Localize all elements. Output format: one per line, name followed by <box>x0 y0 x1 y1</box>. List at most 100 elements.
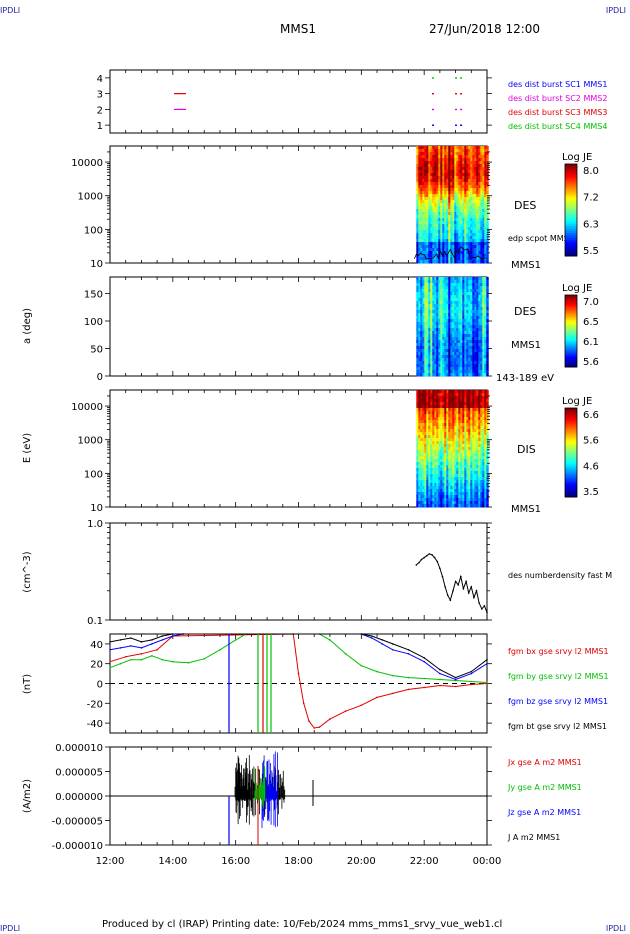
des-energy-heatmap-cell <box>418 218 421 222</box>
dis-energy-heatmap-cell <box>484 429 487 433</box>
des-energy-heatmap-cell <box>444 209 447 213</box>
des-energy-heatmap-cell <box>468 218 471 222</box>
des-energy-heatmap-cell <box>430 248 433 252</box>
des-pitch-heatmap-cell <box>468 349 471 353</box>
des-pitch-heatmap-cell <box>420 367 423 371</box>
dis-energy-heatmap-cell <box>428 468 431 472</box>
des-pitch-heatmap-cell <box>434 367 437 371</box>
des-pitch-heatmap-cell <box>458 340 461 344</box>
dis-energy-heatmap-cell <box>436 453 439 457</box>
des-energy-heatmap-cell <box>446 191 449 195</box>
dis-energy-heatmap-cell <box>440 402 443 406</box>
bfield-point-2 <box>140 658 143 661</box>
des-energy-heatmap-cell <box>472 194 475 198</box>
des-energy-heatmap-cell <box>442 212 445 216</box>
des-pitch-heatmap-cell <box>430 373 433 377</box>
bfield-y-tick-label: -40 <box>87 719 103 730</box>
dis-energy-heatmap-cell <box>424 486 427 490</box>
des-pitch-heatmap-cell <box>434 298 437 302</box>
dis-energy-heatmap-cell <box>434 432 437 436</box>
dis-energy-colorbar-segment <box>565 448 577 451</box>
des-pitch-heatmap-cell <box>482 352 485 356</box>
bfield-y-tick-label: 0 <box>97 680 103 691</box>
des-energy-heatmap-cell <box>432 173 435 177</box>
dis-energy-heatmap-cell <box>424 429 427 433</box>
dis-energy-heatmap-cell <box>470 414 473 418</box>
dis-energy-heatmap-cell <box>450 495 453 499</box>
des-energy-heatmap-cell <box>450 242 453 246</box>
dis-energy-heatmap-cell <box>484 444 487 448</box>
des-energy-heatmap-cell <box>454 200 457 204</box>
des-energy-heatmap-cell <box>452 218 455 222</box>
des-energy-colorbar-segment <box>565 242 577 245</box>
dis-energy-heatmap-cell <box>468 390 471 394</box>
des-energy-heatmap-cell <box>456 197 459 201</box>
dis-energy-heatmap-cell <box>436 399 439 403</box>
des-pitch-heatmap-cell <box>478 301 481 305</box>
bfield-line-3 <box>109 633 488 681</box>
bfield-y-tick-label: -20 <box>87 699 103 710</box>
des-pitch-heatmap-cell <box>482 367 485 371</box>
dis-energy-heatmap-cell <box>480 408 483 412</box>
des-energy-colorbar-segment <box>565 166 577 170</box>
dis-energy-heatmap-cell <box>484 486 487 490</box>
des-energy-heatmap-cell <box>474 182 477 186</box>
dis-energy-heatmap-cell <box>466 402 469 406</box>
des-energy-heatmap-cell <box>472 239 475 243</box>
dis-energy-heatmap-cell <box>416 390 419 394</box>
des-pitch-heatmap-cell <box>432 316 435 320</box>
dis-energy-heatmap-cell <box>428 429 431 433</box>
des-pitch-heatmap-cell <box>448 304 451 308</box>
des-energy-colorbar-segment <box>565 228 577 232</box>
dis-energy-colorbar-segment <box>565 490 577 494</box>
des-energy-heatmap-cell <box>470 248 473 252</box>
dis-energy-heatmap-cell <box>450 480 453 484</box>
des-energy-heatmap-cell <box>430 251 433 255</box>
des-energy-heatmap-cell <box>418 248 421 252</box>
des-pitch-heatmap-cell <box>442 352 445 356</box>
dis-energy-heatmap-cell <box>462 486 465 490</box>
dis-energy-heatmap-cell <box>460 492 463 496</box>
density-point <box>478 602 480 604</box>
des-pitch-colorbar-segment <box>565 354 577 357</box>
des-energy-y-tick-label: 10 <box>90 259 103 270</box>
dis-energy-heatmap-cell <box>468 435 471 439</box>
dis-energy-heatmap-cell <box>462 489 465 493</box>
dis-energy-heatmap-cell <box>422 459 425 463</box>
des-energy-heatmap-cell <box>482 236 485 240</box>
des-pitch-heatmap-cell <box>458 301 461 305</box>
dis-energy-heatmap-cell <box>486 456 489 460</box>
des-energy-heatmap-cell <box>446 173 449 177</box>
des-pitch-heatmap-cell <box>464 310 467 314</box>
des-energy-heatmap-cell <box>478 209 481 213</box>
des-pitch-heatmap-cell <box>452 304 455 308</box>
des-pitch-heatmap-cell <box>470 352 473 356</box>
dis-energy-heatmap-cell <box>440 489 443 493</box>
des-pitch-heatmap-cell <box>480 310 483 314</box>
dis-energy-heatmap-cell <box>450 426 453 430</box>
dis-energy-heatmap-cell <box>446 393 449 397</box>
des-pitch-heatmap-cell <box>478 337 481 341</box>
bfield-point-1 <box>392 692 394 695</box>
dis-energy-heatmap-cell <box>474 441 477 445</box>
des-energy-heatmap-cell <box>452 179 455 183</box>
des-pitch-heatmap-cell <box>436 322 439 326</box>
des-pitch-heatmap-cell <box>484 319 487 323</box>
des-energy-heatmap-cell <box>426 191 429 195</box>
des-energy-heatmap-cell <box>454 212 457 216</box>
des-pitch-heatmap-cell <box>420 337 423 341</box>
des-energy-heatmap-cell <box>466 236 469 240</box>
des-energy-heatmap-cell <box>436 233 439 237</box>
des-energy-heatmap-cell <box>480 152 483 156</box>
dis-energy-heatmap-cell <box>418 396 421 400</box>
dis-energy-heatmap-cell <box>484 459 487 463</box>
dis-energy-heatmap-cell <box>420 402 423 406</box>
des-pitch-heatmap-cell <box>486 370 489 374</box>
des-energy-heatmap-cell <box>484 164 487 168</box>
dis-energy-heatmap-cell <box>464 411 467 415</box>
dis-energy-heatmap-cell <box>420 465 423 469</box>
dis-energy-heatmap-cell <box>486 504 489 508</box>
dis-energy-heatmap-cell <box>446 489 449 493</box>
des-energy-heatmap-cell <box>456 245 459 249</box>
dis-energy-heatmap-cell <box>418 492 421 496</box>
